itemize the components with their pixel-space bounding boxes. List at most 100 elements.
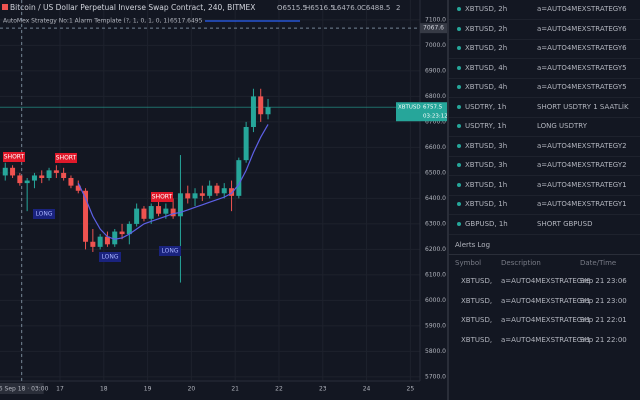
chart-title: Bitcoin / US Dollar Perpetual Inverse Sw…	[10, 3, 255, 12]
candle-body	[68, 178, 74, 186]
y-tick-label: 6900.0	[425, 67, 446, 74]
y-tick-label: 7000.0	[425, 42, 446, 49]
x-tick-label: 23	[319, 386, 327, 393]
x-tick-label: 20	[188, 386, 196, 393]
x-tick-label: 25	[407, 386, 415, 393]
x-tick-label: 19	[144, 386, 152, 393]
candle-body	[61, 172, 67, 179]
log-cell: XBTUSD,	[461, 296, 493, 305]
alert-symbol: XBTUSD, 1h	[465, 200, 508, 208]
ohlc-close: C6488.5	[361, 4, 390, 12]
candle-body	[10, 167, 16, 176]
ohlc-low: L6476.0	[333, 4, 361, 12]
x-tick-label: 22	[275, 386, 283, 393]
candle-body	[207, 185, 213, 196]
alert-row[interactable]: XBTUSD, 2h a=AUTO4MEXSTRATEGY6	[449, 20, 640, 40]
signal-box	[99, 252, 121, 262]
alert-symbol: XBTUSD, 4h	[465, 63, 508, 72]
alert-dot	[457, 221, 461, 226]
log-column: Description	[501, 259, 541, 267]
x-tick-label: 18	[100, 386, 108, 393]
alert-message: SHORT GBPUSD	[537, 219, 593, 228]
log-cell: XBTUSD,	[461, 277, 493, 285]
alert-dot	[457, 124, 461, 128]
x-tick-label: 17	[56, 386, 64, 393]
log-cell: a=AUTO4MEXSTRATEGY1	[501, 335, 591, 344]
crosshair-price-label: 7067.6	[423, 25, 444, 32]
log-cell: XBTUSD,	[461, 316, 493, 324]
alert-row[interactable]: XBTUSD, 2h a=AUTO4MEXSTRATEGY6	[449, 0, 640, 20]
alert-dot	[457, 26, 461, 31]
log-divider	[449, 254, 640, 255]
y-tick-label: 6200.0	[425, 246, 446, 253]
alert-row[interactable]: XBTUSD, 3h a=AUTO4MEXSTRATEGY2	[449, 137, 640, 157]
candle-body	[163, 208, 169, 214]
signal-box	[159, 246, 181, 256]
y-tick-label: 6600.0	[425, 144, 446, 151]
log-title: Alerts Log	[455, 241, 491, 249]
x-tick-label: 16 Sep 18 · 03:00	[0, 386, 49, 393]
alert-message: a=AUTO4MEXSTRATEGY5	[537, 63, 627, 72]
alert-row[interactable]: XBTUSD, 1h a=AUTO4MEXSTRATEGY1	[449, 195, 640, 215]
signal-label: LONG	[36, 211, 53, 218]
log-row[interactable]: XBTUSD, a=AUTO4MEXSTRATEGY1 Sep 21 22:01	[449, 311, 640, 330]
log-cell: Sep 21 23:00	[580, 296, 627, 305]
candle-body	[53, 170, 59, 173]
ohlc-high: H6516.5	[305, 4, 335, 12]
candle-body	[46, 170, 52, 179]
alert-row[interactable]: USDTRY, 1h LONG USDTRY	[449, 117, 640, 137]
y-tick-label: 6500.0	[425, 169, 446, 176]
alert-dot	[457, 182, 461, 187]
y-tick-label: 5700.0	[425, 373, 446, 380]
y-tick-label: 7100.0	[425, 16, 446, 23]
symbol-icon	[2, 4, 8, 10]
alert-row[interactable]: GBPUSD, 1h SHORT GBPUSD	[449, 215, 640, 235]
log-row[interactable]: XBTUSD, a=AUTO4MEXSTRATEGY1 Sep 21 23:00	[449, 292, 640, 311]
signal-box	[3, 152, 25, 162]
alert-row[interactable]: XBTUSD, 2h a=AUTO4MEXSTRATEGY6	[449, 39, 640, 59]
indicator-name: AutoMex Strategy No:1 Alarm Template (?,…	[3, 18, 170, 25]
alert-row[interactable]: XBTUSD, 4h a=AUTO4MEXSTRATEGY5	[449, 59, 640, 79]
candle-body	[141, 208, 147, 219]
candle-body	[112, 231, 118, 245]
crosshair-time-box	[0, 383, 44, 394]
candle-body	[221, 188, 227, 194]
alert-dot	[457, 163, 461, 167]
alert-symbol: USDTRY, 1h	[465, 102, 507, 111]
ohlc-open: O6515.5	[277, 4, 307, 12]
log-row[interactable]: XBTUSD, a=AUTO4MEXSTRATEGY6 Sep 21 23:06	[449, 272, 640, 291]
log-cell: Sep 21 22:00	[580, 335, 627, 344]
log-cell: XBTUSD,	[461, 335, 493, 344]
candle-body	[126, 223, 132, 235]
log-column: Date/Time	[580, 259, 617, 267]
alert-message: a=AUTO4MEXSTRATEGY1	[537, 200, 627, 208]
candle-body	[156, 206, 162, 214]
alert-row[interactable]: XBTUSD, 3h a=AUTO4MEXSTRATEGY2	[449, 156, 640, 176]
candle-body	[250, 96, 256, 127]
signal-label: SHORT	[4, 154, 25, 161]
candle-body	[134, 208, 140, 224]
alert-dot	[457, 143, 461, 148]
log-cell: a=AUTO4MEXSTRATEGY1	[501, 296, 591, 305]
alert-message: SHORT USDTRY 1 SAATLİK	[537, 102, 629, 111]
alerts-panel: XBTUSD, 2h a=AUTO4MEXSTRATEGY6 XBTUSD, 2h a…	[447, 0, 640, 400]
log-cell: Sep 21 23:06	[580, 277, 627, 285]
signal-box	[33, 209, 55, 219]
alert-row[interactable]: XBTUSD, 4h a=AUTO4MEXSTRATEGY5	[449, 78, 640, 98]
alert-count[interactable]: 2	[396, 4, 400, 12]
last-symbol: XBTUSD	[398, 105, 421, 111]
alert-row[interactable]: XBTUSD, 1h a=AUTO4MEXSTRATEGY1	[449, 176, 640, 196]
y-tick-label: 6100.0	[425, 271, 446, 278]
alert-message: a=AUTO4MEXSTRATEGY6	[537, 5, 627, 13]
alert-dot	[457, 7, 461, 11]
x-tick-label: 24	[363, 386, 371, 393]
alert-row[interactable]: USDTRY, 1h SHORT USDTRY 1 SAATLİK	[449, 98, 640, 118]
alert-symbol: XBTUSD, 2h	[465, 24, 508, 33]
candle-body	[75, 185, 81, 191]
candle-body	[2, 167, 8, 176]
candle-body	[265, 107, 271, 115]
crosshair-price-box	[420, 23, 447, 34]
log-row[interactable]: XBTUSD, a=AUTO4MEXSTRATEGY1 Sep 21 22:00	[449, 331, 640, 350]
signal-label: SHORT	[152, 194, 173, 201]
candle-body	[119, 231, 125, 235]
